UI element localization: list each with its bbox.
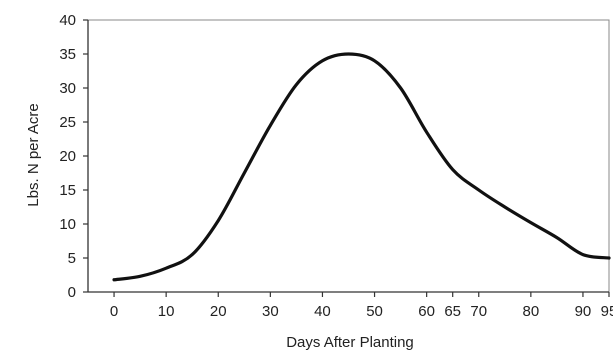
x-tick-label: 65: [444, 303, 461, 320]
x-tick-label: 10: [158, 303, 175, 320]
series-layer: [114, 54, 609, 280]
x-tick-label: 50: [366, 303, 383, 320]
y-axis-ticks: 0 5 10 15 20 25 30 35 40: [59, 12, 88, 301]
y-tick-label: 40: [59, 12, 76, 29]
y-tick-label: 0: [68, 284, 76, 301]
x-tick-label: 70: [470, 303, 487, 320]
y-tick-label: 15: [59, 182, 76, 199]
y-tick-label: 30: [59, 80, 76, 97]
y-tick-label: 35: [59, 46, 76, 63]
y-tick-label: 10: [59, 216, 76, 233]
x-tick-label: 80: [523, 303, 540, 320]
y-tick-label: 25: [59, 114, 76, 131]
x-tick-label: 90: [575, 303, 592, 320]
y-tick-label: 20: [59, 148, 76, 165]
x-axis-title: Days After Planting: [286, 334, 414, 351]
x-tick-label: 40: [314, 303, 331, 320]
x-axis-ticks: 0 10 20 30 40 50 60 65 70 80 90 95: [110, 292, 613, 320]
plot-frame: [88, 20, 609, 292]
axes: [88, 20, 609, 292]
x-tick-label: 20: [210, 303, 227, 320]
x-tick-label: 0: [110, 303, 118, 320]
x-tick-label: 95: [601, 303, 613, 320]
y-tick-label: 5: [68, 250, 76, 267]
x-tick-label: 30: [262, 303, 279, 320]
plot-border: [88, 20, 609, 292]
x-tick-label: 60: [418, 303, 435, 320]
y-axis-title: Lbs. N per Acre: [25, 103, 42, 206]
series-line: [114, 54, 609, 280]
